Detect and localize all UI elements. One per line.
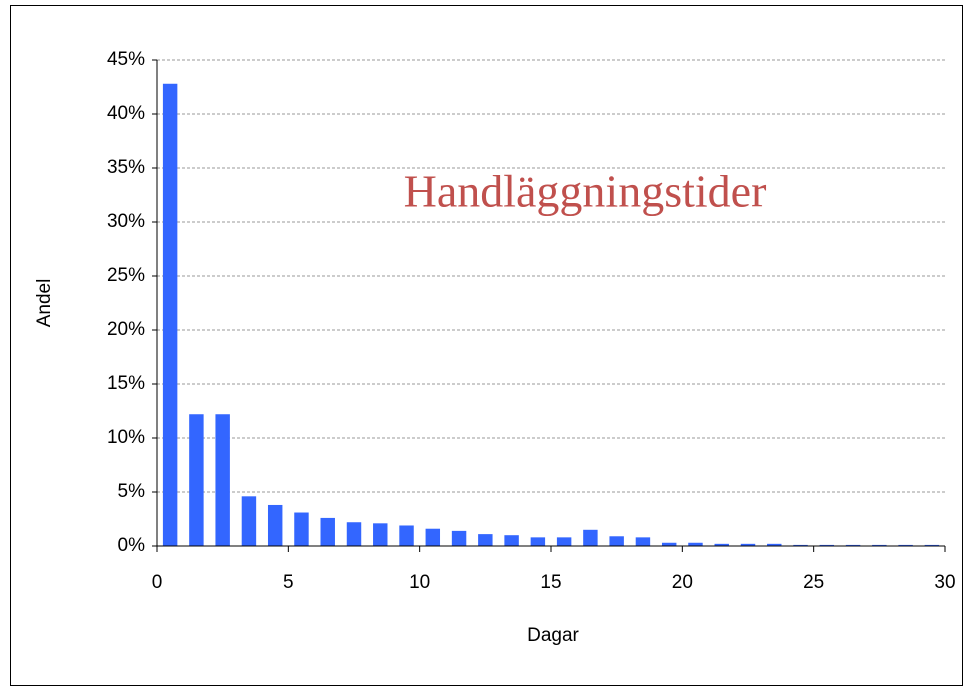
bar xyxy=(845,544,861,546)
bar xyxy=(767,543,782,546)
x-tick-label: 25 xyxy=(803,572,824,593)
y-tick-label: 15% xyxy=(107,373,145,394)
x-axis-label: Dagar xyxy=(527,625,579,646)
y-tick-label: 40% xyxy=(107,103,145,124)
bar xyxy=(504,535,519,546)
y-tick-label: 25% xyxy=(107,265,145,286)
bar xyxy=(189,414,204,546)
bar xyxy=(425,528,441,546)
bar xyxy=(162,83,178,546)
bar xyxy=(267,504,283,546)
y-tick-label: 30% xyxy=(107,211,145,232)
x-tick-label: 5 xyxy=(283,572,294,593)
bar xyxy=(346,522,362,546)
x-tick-label: 30 xyxy=(934,572,955,593)
bar xyxy=(583,529,598,546)
bar xyxy=(714,543,729,546)
chart-title: Handläggningstider xyxy=(404,166,767,217)
bar xyxy=(819,544,835,546)
bar xyxy=(609,536,624,546)
x-tick-label: 20 xyxy=(672,572,693,593)
bar xyxy=(556,537,572,546)
bar xyxy=(688,542,703,546)
bar xyxy=(294,512,309,546)
bar xyxy=(661,542,677,546)
y-tick-label: 0% xyxy=(118,535,146,556)
bar xyxy=(924,544,940,546)
bar xyxy=(478,534,493,546)
bar xyxy=(872,544,887,546)
bar xyxy=(635,537,651,546)
y-tick-label: 35% xyxy=(107,157,145,178)
bar xyxy=(215,414,230,546)
bar xyxy=(530,537,546,546)
bar xyxy=(241,496,257,546)
bar xyxy=(740,543,756,546)
bar xyxy=(451,530,467,546)
bar xyxy=(399,525,414,546)
y-tick-label: 45% xyxy=(107,49,145,70)
y-tick-label: 10% xyxy=(107,427,145,448)
x-tick-label: 0 xyxy=(152,572,163,593)
y-tick-label: 5% xyxy=(118,481,146,502)
y-tick-label: 20% xyxy=(107,319,145,340)
bar xyxy=(373,523,388,546)
x-tick-label: 10 xyxy=(409,572,430,593)
bar xyxy=(320,517,335,546)
bar xyxy=(898,544,913,546)
bar xyxy=(793,544,808,546)
x-tick-label: 15 xyxy=(540,572,561,593)
y-axis-label: Andel xyxy=(34,279,55,328)
